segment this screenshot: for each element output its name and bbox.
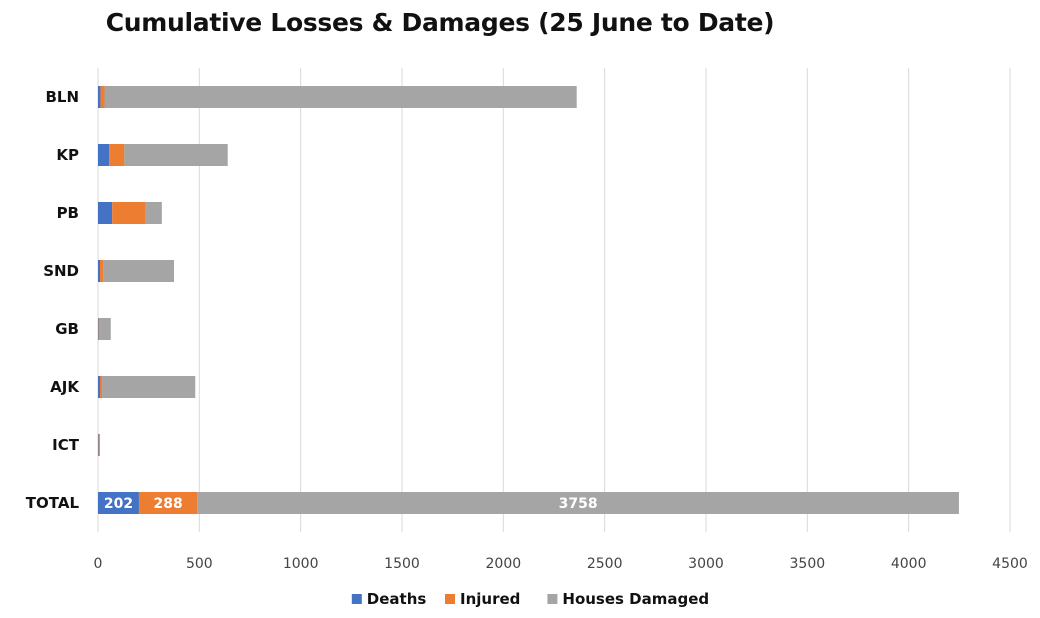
category-label-kp: KP <box>56 146 79 164</box>
x-tick-label-2500: 2500 <box>587 556 623 572</box>
bar-snd-deaths <box>98 260 100 282</box>
category-label-bln: BLN <box>45 88 79 106</box>
category-label-snd: SND <box>43 262 79 280</box>
bar-pb-injured <box>112 202 145 224</box>
x-tick-label-1000: 1000 <box>283 556 319 572</box>
bar-ajk-injured <box>100 376 102 398</box>
data-label-houses-damaged: 3758 <box>559 496 598 512</box>
legend-label-houses-damaged: Houses Damaged <box>562 590 709 608</box>
bar-kp-houses-damaged <box>124 144 227 166</box>
bar-ict-houses-damaged <box>99 434 100 456</box>
bar-ajk-houses-damaged <box>102 376 195 398</box>
category-label-gb: GB <box>55 320 79 338</box>
bar-gb-injured <box>99 318 100 340</box>
bar-gb-deaths <box>98 318 99 340</box>
x-tick-label-500: 500 <box>186 556 213 572</box>
bar-kp-deaths <box>98 144 109 166</box>
bar-gb-houses-damaged <box>100 318 111 340</box>
legend: Deaths Injured Houses Damaged <box>352 590 709 608</box>
x-tick-label-1500: 1500 <box>384 556 420 572</box>
x-tick-label-2000: 2000 <box>486 556 522 572</box>
legend-swatch-houses-damaged <box>547 594 557 604</box>
bar-snd-injured <box>100 260 103 282</box>
x-tick-label-4500: 4500 <box>992 556 1028 572</box>
category-label-pb: PB <box>57 204 79 222</box>
bar-bln-deaths <box>98 86 100 108</box>
bar-pb-houses-damaged <box>146 202 162 224</box>
x-tick-label-3500: 3500 <box>790 556 826 572</box>
legend-swatch-injured <box>445 594 455 604</box>
bar-bln-houses-damaged <box>104 86 576 108</box>
x-tick-label-0: 0 <box>94 556 103 572</box>
data-label-injured: 288 <box>154 496 183 512</box>
grid-layer <box>98 68 1010 532</box>
legend-label-injured: Injured <box>460 590 520 608</box>
data-label-deaths: 202 <box>104 496 133 512</box>
bars-layer <box>98 86 959 514</box>
bar-bln-injured <box>100 86 104 108</box>
category-label-total: TOTAL <box>26 494 80 512</box>
bar-kp-injured <box>109 144 124 166</box>
x-tick-label-3000: 3000 <box>688 556 724 572</box>
legend-swatch-deaths <box>352 594 362 604</box>
bar-snd-houses-damaged <box>103 260 174 282</box>
bar-ict-deaths <box>98 434 99 456</box>
category-label-ajk: AJK <box>50 378 80 396</box>
legend-label-deaths: Deaths <box>367 590 427 608</box>
bar-ajk-deaths <box>98 376 100 398</box>
bar-pb-deaths <box>98 202 112 224</box>
category-label-ict: ICT <box>52 436 80 454</box>
x-tick-label-4000: 4000 <box>891 556 927 572</box>
